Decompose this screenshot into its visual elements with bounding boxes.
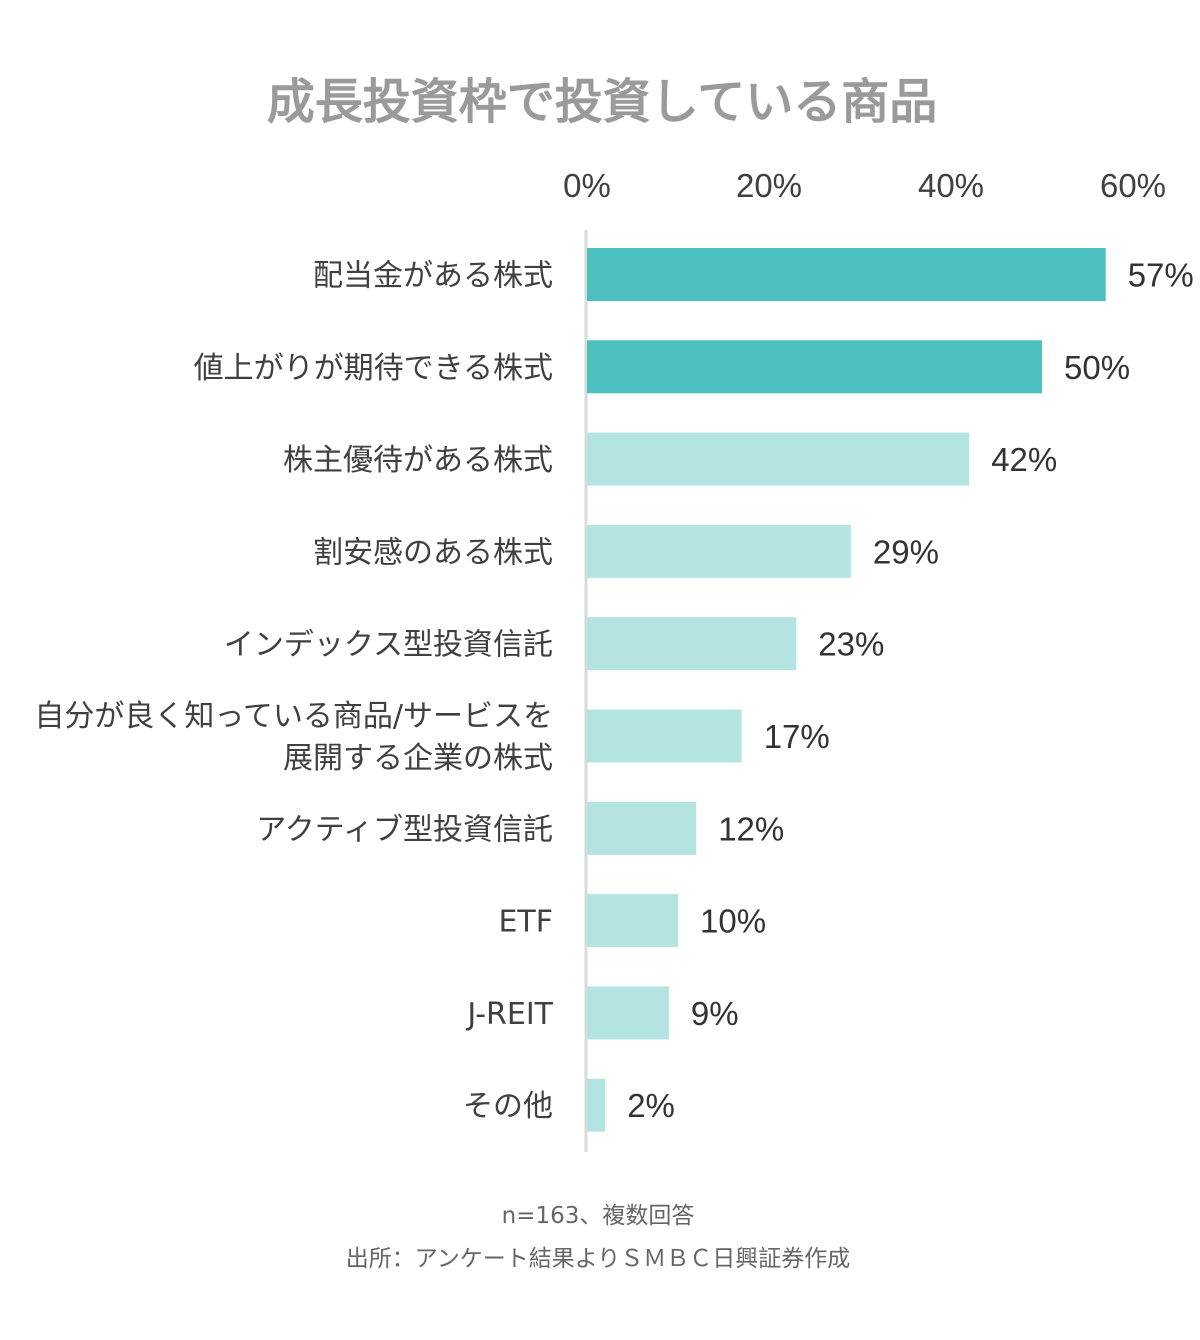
bar <box>587 617 797 671</box>
category-label: ETF <box>498 905 553 940</box>
x-tick-label: 20% <box>736 167 802 204</box>
category-label: アクティブ型投資信託 <box>256 812 553 847</box>
bar <box>587 801 697 855</box>
value-label: 42% <box>991 441 1057 478</box>
category-label: 割安感のある株式 <box>313 535 553 570</box>
value-label: 50% <box>1064 349 1130 386</box>
value-label: 12% <box>718 810 784 847</box>
bar <box>587 432 970 486</box>
category-label: 株主優待がある株式 <box>283 443 553 478</box>
source-note: 出所：アンケート結果よりＳＭＢＣ日興証券作成 <box>346 1246 851 1272</box>
bar <box>587 894 678 948</box>
sample-note: n=163、複数回答 <box>502 1203 695 1229</box>
bar <box>587 1078 606 1132</box>
category-label: 自分が良く知っている商品/サービスを <box>34 699 553 734</box>
value-labels-group: 57% 50% 42% 29% 23% 17% 12% 10% 9% 2% <box>627 257 1194 1125</box>
category-label: 配当金がある株式 <box>313 259 553 294</box>
bar <box>587 709 742 763</box>
bars-group <box>587 248 1106 1132</box>
bar <box>587 340 1042 394</box>
chart-title: 成長投資枠で投資している商品 <box>267 74 938 130</box>
bar <box>587 986 669 1040</box>
value-label: 10% <box>700 903 766 940</box>
x-tick-label: 0% <box>563 167 611 204</box>
value-label: 17% <box>764 718 830 755</box>
category-label: インデックス型投資信託 <box>224 628 553 663</box>
value-label: 2% <box>627 1087 675 1124</box>
value-label: 23% <box>818 626 884 663</box>
x-tick-label: 40% <box>918 167 984 204</box>
category-labels-group: 配当金がある株式値上がりが期待できる株式株主優待がある株式割安感のある株式インデ… <box>34 259 553 1125</box>
value-label: 57% <box>1128 257 1194 294</box>
bar <box>587 524 851 578</box>
x-tick-label: 60% <box>1100 167 1166 204</box>
category-label: J-REIT <box>465 997 553 1032</box>
x-axis-ticks: 0% 20% 40% 60% <box>563 167 1166 204</box>
category-label: 展開する企業の株式 <box>283 741 553 776</box>
category-label: 値上がりが期待できる株式 <box>194 351 553 386</box>
category-label: その他 <box>463 1089 553 1124</box>
value-label: 29% <box>873 533 939 570</box>
bar <box>587 248 1106 301</box>
value-label: 9% <box>691 995 739 1032</box>
